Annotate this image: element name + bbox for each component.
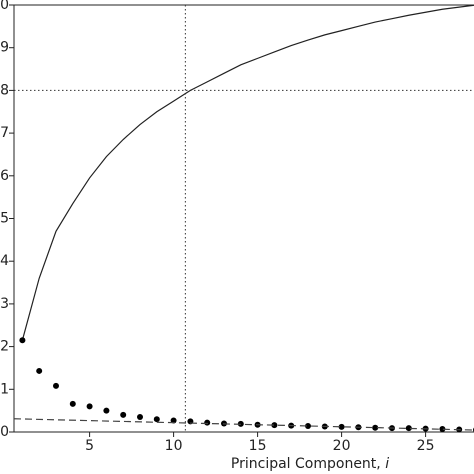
point: [69, 400, 76, 407]
point: [53, 382, 59, 389]
cumulative-line: [21, 4, 474, 341]
point: [103, 407, 110, 414]
x-axis-label-var: i: [385, 456, 389, 472]
point: [86, 403, 93, 410]
point: [439, 426, 446, 433]
x-axis-label-text: Principal Component,: [231, 456, 385, 472]
x-axis-label: Principal Component, i: [231, 456, 389, 472]
point: [338, 423, 345, 430]
x-tick-label: 10: [165, 438, 183, 454]
y-tick-label: 0.2: [0, 339, 9, 355]
x-tick-label: 15: [249, 438, 267, 454]
y-tick-label: 0.7: [0, 125, 9, 141]
y-tick-label: 0.9: [0, 40, 9, 56]
point: [19, 337, 26, 344]
point: [305, 423, 311, 430]
point: [153, 416, 160, 423]
y-tick-label: 1.0: [0, 0, 9, 13]
point: [36, 367, 43, 374]
dashed-line: [13, 418, 474, 431]
y-tick-label: 0.3: [0, 296, 9, 312]
point: [137, 414, 143, 421]
x-tick-label: 5: [85, 438, 94, 454]
point: [372, 424, 379, 431]
y-tick-label: 0.1: [0, 381, 9, 397]
x-tick-label: 20: [333, 438, 351, 454]
y-tick-label: 0.0: [0, 424, 9, 440]
point: [120, 411, 127, 418]
point: [170, 417, 177, 424]
y-tick-label: 0.4: [0, 253, 9, 269]
x-tick-label: 25: [417, 438, 435, 454]
y-tick-label: 0.5: [0, 211, 9, 227]
point: [271, 422, 278, 429]
y-tick-label: 0.6: [0, 168, 9, 184]
point: [204, 419, 211, 426]
point: [405, 425, 412, 432]
y-tick-label: 0.8: [0, 82, 9, 98]
